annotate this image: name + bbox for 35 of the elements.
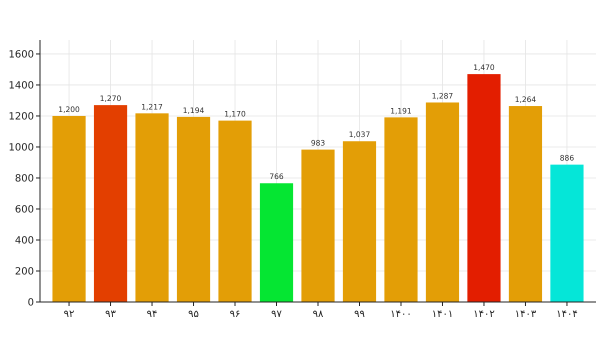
x-tick-label: ۹۷: [271, 309, 283, 320]
bar: [94, 105, 128, 302]
bar: [467, 74, 501, 302]
bar: [176, 116, 210, 302]
x-tick-label: ۹۵: [188, 309, 199, 320]
y-tick-label: 1000: [8, 142, 34, 154]
y-tick-label: 1400: [8, 80, 34, 92]
x-tick-label: ۹۴: [146, 309, 158, 320]
bar: [135, 113, 169, 302]
x-tick-label: ۹۳: [105, 309, 117, 320]
x-tick-label: ۱۴۰۱: [432, 309, 454, 320]
y-tick-label: 200: [14, 266, 34, 278]
bar: [508, 106, 542, 302]
x-tick-label: ۱۴۰۰: [390, 309, 412, 320]
x-tick-label: ۹۸: [312, 309, 324, 320]
bar: [426, 102, 460, 302]
x-tick-label: ۱۴۰۴: [556, 309, 578, 320]
x-tick-label: ۱۴۰۳: [514, 309, 537, 320]
y-tick-label: 400: [14, 235, 34, 246]
bar: [550, 164, 584, 302]
y-tick-label: 0: [28, 298, 34, 308]
bar: [260, 183, 294, 302]
y-tick-label: 1600: [8, 49, 34, 60]
bar: [342, 141, 376, 302]
y-tick-label: 1200: [8, 111, 34, 122]
bar: [52, 116, 86, 302]
bar: [384, 117, 418, 302]
y-tick-label: 800: [14, 173, 34, 184]
y-tick-label: 600: [14, 204, 34, 216]
bar: [301, 150, 335, 302]
x-tick-label: ۹۲: [64, 309, 74, 320]
x-tick-label: ۱۴۰۲: [473, 309, 495, 320]
x-tick-label: ۹۶: [230, 309, 240, 320]
x-tick-label: ۹۹: [354, 309, 365, 320]
bar: [218, 120, 252, 302]
